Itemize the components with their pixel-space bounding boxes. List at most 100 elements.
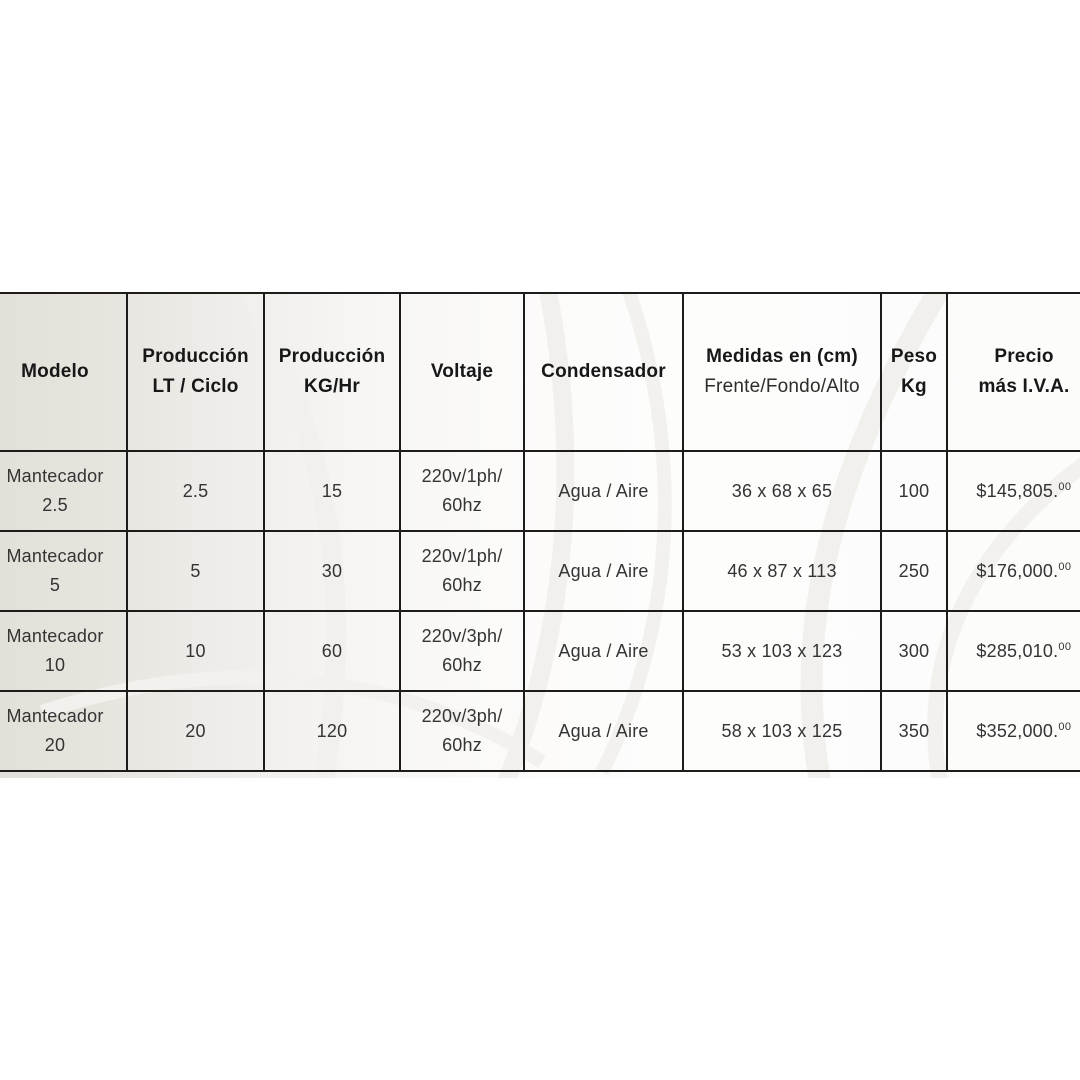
produccion-lt-value: 2.5: [182, 480, 209, 501]
header-precio: Precio más I.V.A.: [946, 292, 1080, 452]
produccion-kg-value: 120: [316, 720, 348, 741]
cell-peso: 250: [880, 530, 948, 612]
voltaje-line2: 60hz: [442, 495, 482, 515]
voltaje-line1: 220v/1ph/: [421, 546, 503, 566]
header-precio-line2: más I.V.A.: [978, 376, 1070, 397]
cell-produccion-kg: 120: [263, 690, 401, 772]
cell-voltaje: 220v/1ph/ 60hz: [399, 450, 525, 532]
produccion-kg-value: 30: [321, 560, 343, 581]
condensador-value: Agua / Aire: [558, 640, 649, 661]
medidas-value: 53 x 103 x 123: [721, 640, 843, 661]
cell-produccion-kg: 60: [263, 610, 401, 692]
header-produccion-lt-line1: Producción: [142, 346, 249, 367]
header-peso-line1: Peso: [890, 346, 938, 367]
table-row: Mantecador 2.5 2.5 15 220v/1ph/ 60hz Agu…: [0, 450, 1080, 532]
table-row: Mantecador 5 5 30 220v/1ph/ 60hz Agua / …: [0, 530, 1080, 612]
cell-modelo: Mantecador 20: [0, 690, 128, 772]
precio-cents: 00: [1058, 480, 1072, 493]
modelo-name: Mantecador: [6, 546, 104, 566]
header-medidas: Medidas en (cm) Frente/Fondo/Alto: [682, 292, 882, 452]
header-modelo: Modelo: [0, 292, 128, 452]
modelo-size: 5: [49, 575, 61, 595]
header-condensador-label: Condensador: [541, 361, 666, 382]
cell-precio: $352,000.00: [946, 690, 1080, 772]
modelo-size: 20: [44, 735, 66, 755]
produccion-kg-value: 60: [321, 640, 343, 661]
cell-condensador: Agua / Aire: [523, 450, 684, 532]
cell-produccion-lt: 5: [126, 530, 265, 612]
table-row: Mantecador 10 10 60 220v/3ph/ 60hz Agua …: [0, 610, 1080, 692]
modelo-name: Mantecador: [6, 466, 104, 486]
peso-value: 250: [898, 560, 930, 581]
medidas-value: 58 x 103 x 125: [721, 720, 843, 741]
header-condensador: Condensador: [523, 292, 684, 452]
precio-value: $176,000.: [976, 560, 1059, 581]
cell-produccion-lt: 10: [126, 610, 265, 692]
header-produccion-kg: Producción KG/Hr: [263, 292, 401, 452]
spec-table-band: Modelo Producción LT / Ciclo Producción …: [0, 292, 1080, 778]
header-peso: Peso Kg: [880, 292, 948, 452]
cell-medidas: 58 x 103 x 125: [682, 690, 882, 772]
produccion-kg-value: 15: [321, 480, 343, 501]
precio-cents: 00: [1058, 560, 1072, 573]
spec-table: Modelo Producción LT / Ciclo Producción …: [0, 292, 1080, 772]
produccion-lt-value: 20: [185, 720, 206, 741]
header-modelo-label: Modelo: [21, 361, 89, 382]
header-produccion-lt-line2: LT / Ciclo: [152, 376, 239, 397]
header-precio-line1: Precio: [994, 346, 1054, 367]
cell-modelo: Mantecador 2.5: [0, 450, 128, 532]
voltaje-line1: 220v/1ph/: [421, 466, 503, 486]
condensador-value: Agua / Aire: [558, 720, 649, 741]
cell-modelo: Mantecador 10: [0, 610, 128, 692]
cell-medidas: 36 x 68 x 65: [682, 450, 882, 532]
precio-value: $352,000.: [976, 720, 1059, 741]
header-voltaje-label: Voltaje: [430, 361, 494, 382]
cell-precio: $176,000.00: [946, 530, 1080, 612]
cell-modelo: Mantecador 5: [0, 530, 128, 612]
precio-cents: 00: [1058, 720, 1072, 733]
cell-precio: $145,805.00: [946, 450, 1080, 532]
modelo-size: 10: [44, 655, 66, 675]
peso-value: 350: [898, 720, 930, 741]
header-peso-line2: Kg: [901, 376, 927, 397]
cell-produccion-kg: 15: [263, 450, 401, 532]
modelo-name: Mantecador: [6, 626, 104, 646]
cell-condensador: Agua / Aire: [523, 610, 684, 692]
precio-value: $285,010.: [976, 640, 1059, 661]
precio-cents: 00: [1058, 640, 1072, 653]
cell-produccion-lt: 20: [126, 690, 265, 772]
voltaje-line2: 60hz: [442, 735, 482, 755]
peso-value: 100: [898, 480, 930, 501]
cell-peso: 100: [880, 450, 948, 532]
produccion-lt-value: 5: [190, 560, 201, 581]
cell-medidas: 53 x 103 x 123: [682, 610, 882, 692]
cell-voltaje: 220v/3ph/ 60hz: [399, 610, 525, 692]
cell-condensador: Agua / Aire: [523, 530, 684, 612]
produccion-lt-value: 10: [185, 640, 206, 661]
voltaje-line2: 60hz: [442, 575, 482, 595]
cell-peso: 350: [880, 690, 948, 772]
condensador-value: Agua / Aire: [558, 480, 649, 501]
peso-value: 300: [898, 640, 930, 661]
condensador-value: Agua / Aire: [558, 560, 649, 581]
cell-produccion-kg: 30: [263, 530, 401, 612]
header-row: Modelo Producción LT / Ciclo Producción …: [0, 292, 1080, 452]
cell-peso: 300: [880, 610, 948, 692]
voltaje-line1: 220v/3ph/: [421, 626, 503, 646]
voltaje-line2: 60hz: [442, 655, 482, 675]
cell-produccion-lt: 2.5: [126, 450, 265, 532]
cell-voltaje: 220v/3ph/ 60hz: [399, 690, 525, 772]
header-medidas-line1: Medidas en (cm): [706, 346, 858, 367]
header-voltaje: Voltaje: [399, 292, 525, 452]
cell-precio: $285,010.00: [946, 610, 1080, 692]
medidas-value: 36 x 68 x 65: [731, 480, 833, 501]
header-medidas-line2: Frente/Fondo/Alto: [704, 376, 860, 397]
cell-voltaje: 220v/1ph/ 60hz: [399, 530, 525, 612]
header-produccion-lt: Producción LT / Ciclo: [126, 292, 265, 452]
medidas-value: 46 x 87 x 113: [727, 560, 837, 581]
modelo-name: Mantecador: [6, 706, 104, 726]
table-row: Mantecador 20 20 120 220v/3ph/ 60hz Agua…: [0, 690, 1080, 772]
modelo-size: 2.5: [42, 495, 68, 515]
voltaje-line1: 220v/3ph/: [421, 706, 503, 726]
